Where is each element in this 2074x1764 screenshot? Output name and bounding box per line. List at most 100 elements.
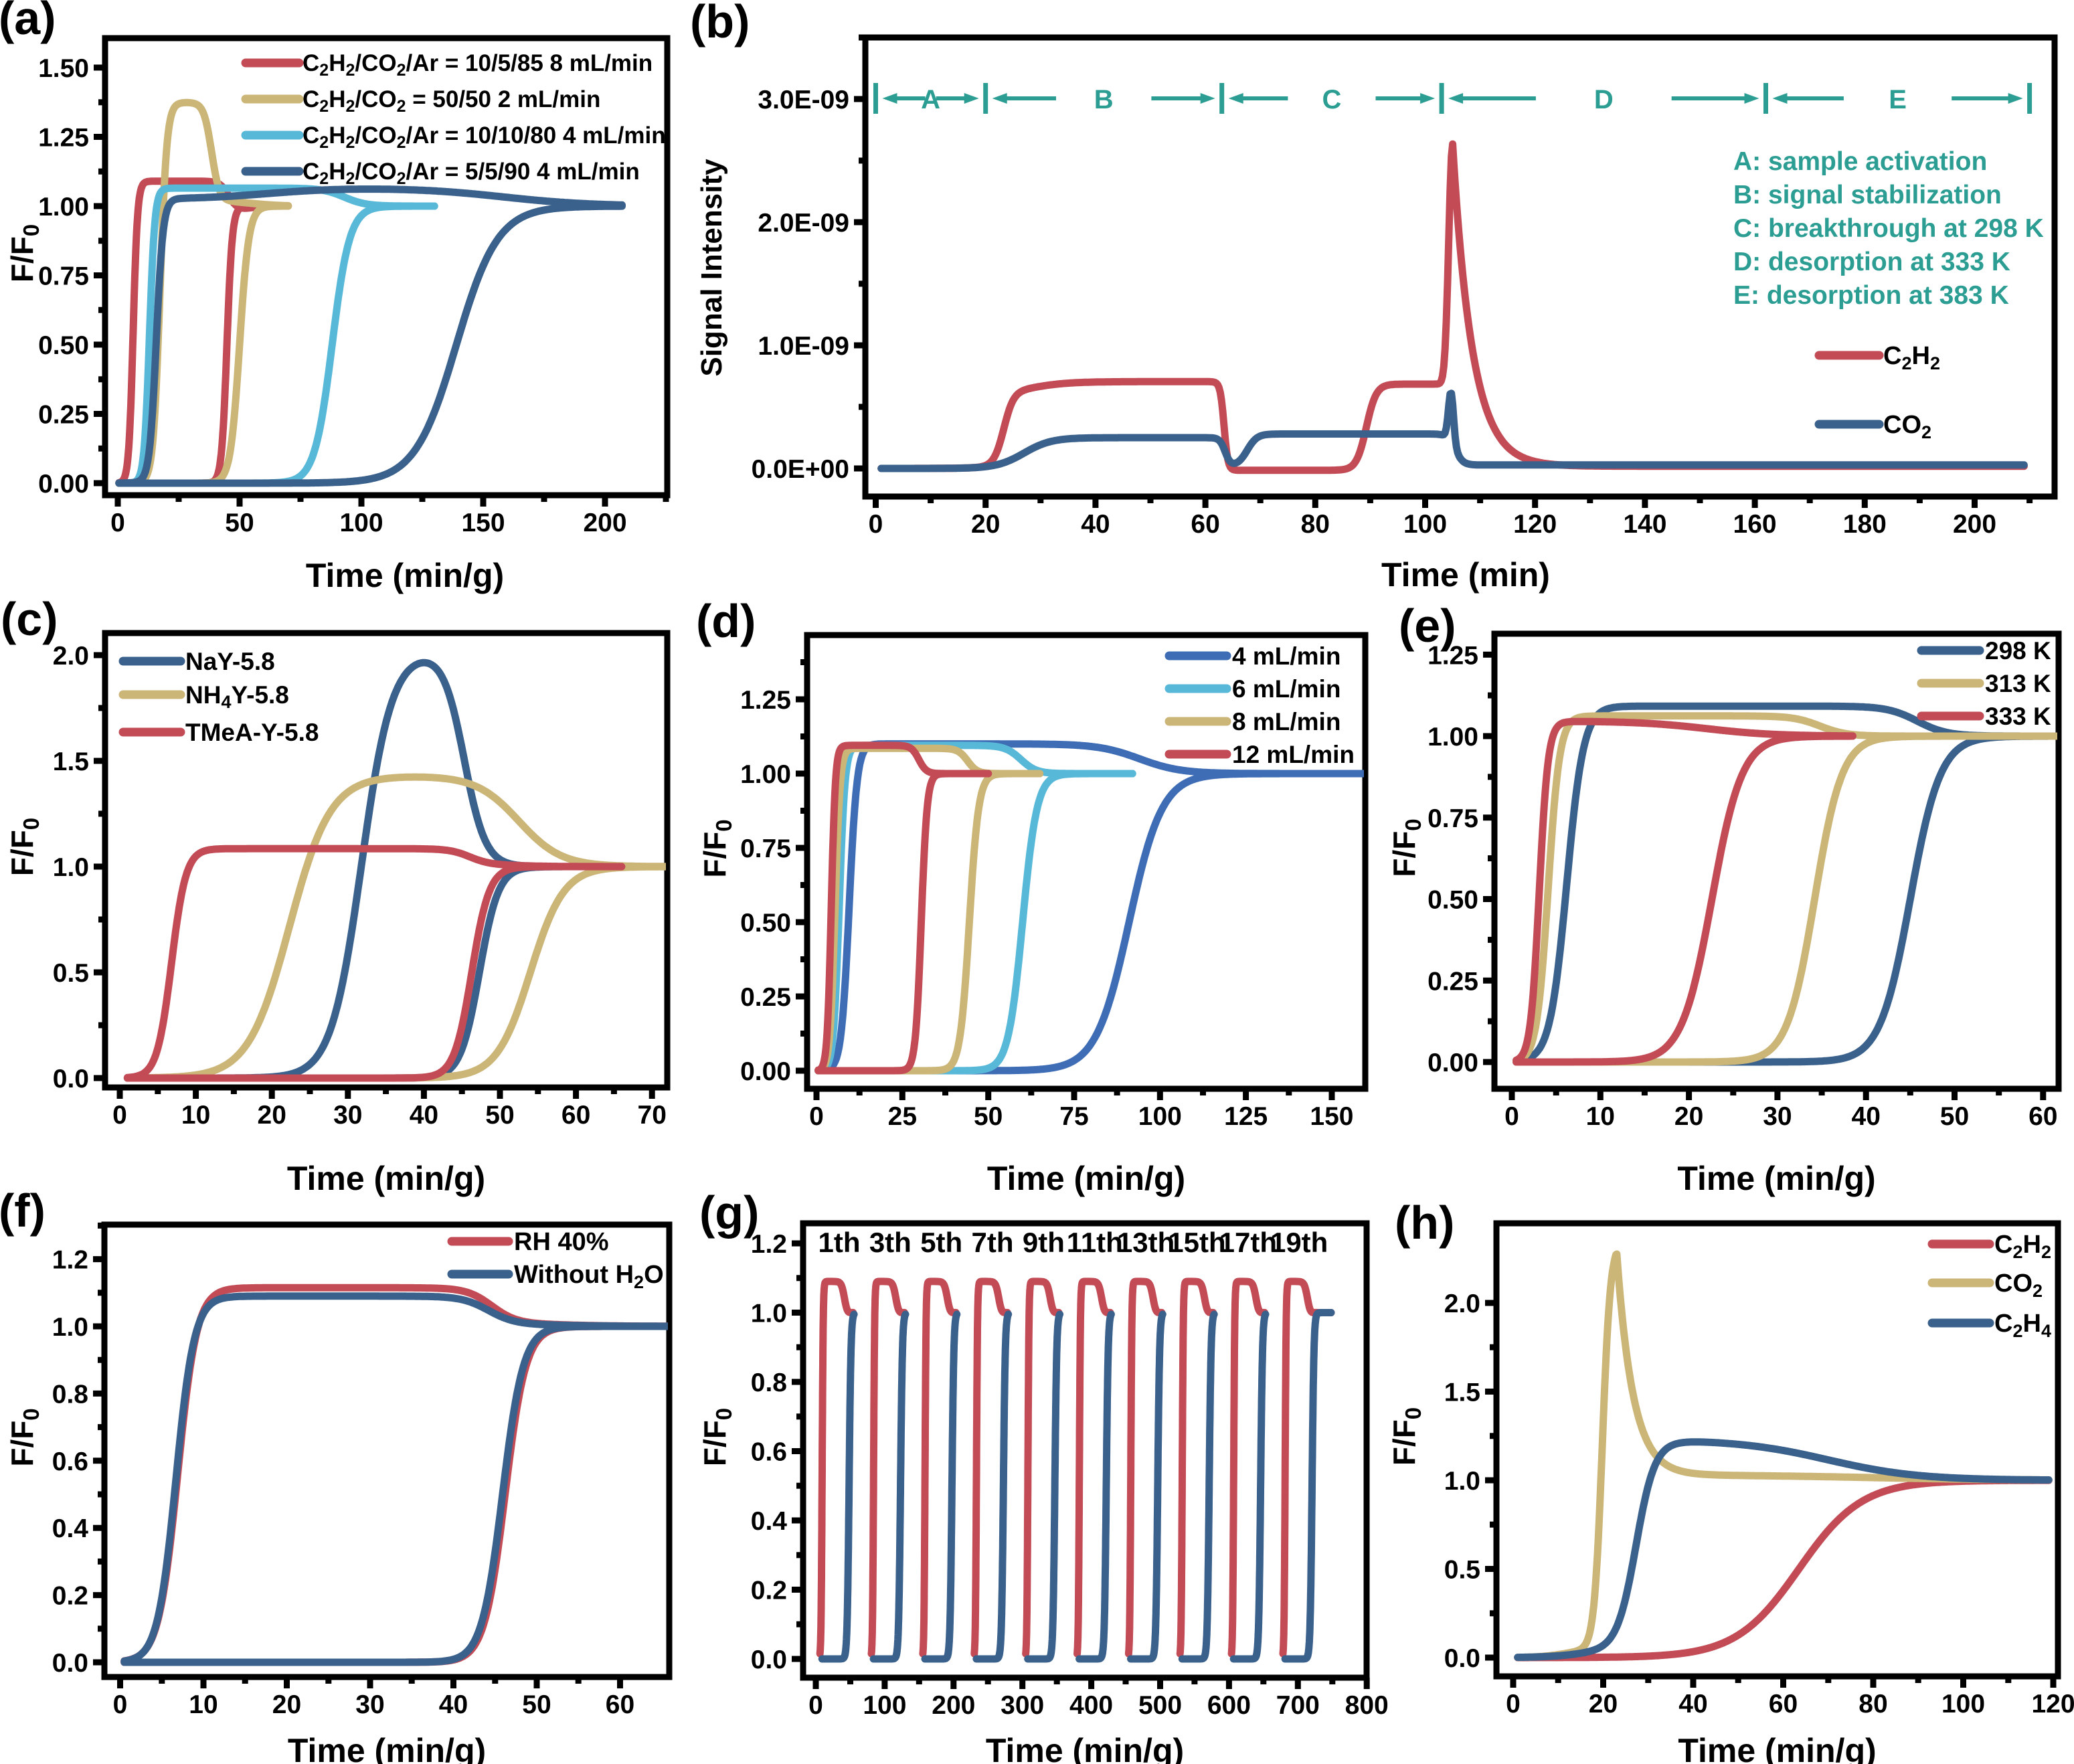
svg-text:B: B: [1094, 85, 1114, 114]
svg-text:30: 30: [333, 1101, 362, 1130]
svg-text:1.0: 1.0: [751, 1300, 787, 1328]
svg-text:0.00: 0.00: [1428, 1049, 1478, 1077]
svg-text:3th: 3th: [869, 1227, 912, 1258]
svg-text:12 mL/min: 12 mL/min: [1232, 741, 1355, 768]
svg-text:75: 75: [1059, 1102, 1088, 1131]
svg-text:200: 200: [932, 1691, 975, 1720]
svg-text:400: 400: [1069, 1691, 1113, 1720]
svg-text:100: 100: [1138, 1102, 1182, 1131]
svg-text:C2H2/CO2/Ar = 5/5/90 4 mL/min: C2H2/CO2/Ar = 5/5/90 4 mL/min: [303, 159, 640, 188]
svg-text:Time (min/g): Time (min/g): [1677, 1160, 1875, 1197]
svg-text:A: A: [921, 85, 940, 114]
svg-text:0.25: 0.25: [740, 983, 791, 1012]
svg-text:C2H2/CO2/Ar = 10/10/80 4 mL/mi: C2H2/CO2/Ar = 10/10/80 4 mL/min: [303, 122, 666, 152]
svg-text:1.25: 1.25: [740, 686, 791, 715]
svg-text:10: 10: [181, 1101, 210, 1130]
svg-text:20: 20: [258, 1101, 286, 1130]
svg-text:300: 300: [1001, 1691, 1044, 1720]
svg-text:150: 150: [1310, 1102, 1353, 1131]
svg-text:60: 60: [1769, 1690, 1798, 1718]
svg-text:E: E: [1889, 85, 1907, 114]
svg-text:F/F0: F/F0: [5, 1408, 44, 1466]
svg-text:125: 125: [1224, 1102, 1268, 1131]
svg-text:50: 50: [485, 1101, 514, 1130]
svg-text:180: 180: [1843, 510, 1887, 539]
svg-text:0.00: 0.00: [38, 470, 89, 499]
svg-text:20: 20: [1674, 1102, 1703, 1131]
svg-text:298 K: 298 K: [1985, 637, 2051, 665]
svg-text:60: 60: [606, 1690, 634, 1719]
svg-text:20: 20: [971, 510, 1000, 539]
svg-text:9th: 9th: [1023, 1227, 1065, 1258]
svg-text:A: sample activation: A: sample activation: [1733, 147, 1987, 176]
svg-text:13th: 13th: [1117, 1227, 1175, 1258]
svg-text:(a): (a): [0, 0, 56, 44]
svg-text:0.0: 0.0: [1444, 1644, 1480, 1673]
svg-text:25: 25: [888, 1102, 917, 1131]
svg-text:(f): (f): [0, 1184, 46, 1237]
svg-text:D: D: [1594, 85, 1614, 114]
svg-text:80: 80: [1859, 1690, 1887, 1718]
svg-text:0.2: 0.2: [751, 1577, 787, 1605]
svg-text:150: 150: [461, 509, 505, 537]
svg-text:0.8: 0.8: [52, 1380, 88, 1409]
svg-text:D: desorption at 333 K: D: desorption at 333 K: [1733, 248, 2010, 276]
svg-text:60: 60: [561, 1101, 590, 1130]
svg-text:6 mL/min: 6 mL/min: [1232, 675, 1341, 703]
svg-text:C: breakthrough at 298 K: C: breakthrough at 298 K: [1733, 214, 2044, 243]
svg-text:1.0E-09: 1.0E-09: [758, 332, 849, 361]
svg-text:0: 0: [112, 1101, 127, 1130]
svg-text:0: 0: [869, 510, 883, 539]
svg-text:(d): (d): [696, 595, 756, 647]
svg-text:F/F0: F/F0: [5, 818, 44, 876]
svg-text:Signal Intensity: Signal Intensity: [695, 159, 728, 377]
svg-text:0: 0: [808, 1691, 823, 1720]
svg-text:10: 10: [189, 1690, 218, 1719]
svg-text:10: 10: [1586, 1102, 1615, 1131]
svg-text:Time (min/g): Time (min/g): [306, 557, 504, 594]
svg-text:100: 100: [1941, 1690, 1985, 1718]
svg-text:1.25: 1.25: [1428, 641, 1478, 670]
svg-text:40: 40: [1852, 1102, 1881, 1131]
svg-text:50: 50: [225, 509, 254, 537]
svg-text:0.75: 0.75: [1428, 804, 1478, 833]
svg-text:100: 100: [863, 1691, 906, 1720]
svg-text:100: 100: [339, 509, 383, 537]
svg-text:200: 200: [1953, 510, 1996, 539]
svg-text:Time (min/g): Time (min/g): [987, 1160, 1185, 1197]
svg-text:Time (min/g): Time (min/g): [986, 1732, 1184, 1764]
svg-text:1.0: 1.0: [52, 1313, 88, 1342]
svg-text:120: 120: [2031, 1690, 2074, 1718]
svg-text:1.00: 1.00: [740, 760, 791, 789]
svg-text:0.00: 0.00: [740, 1057, 791, 1086]
svg-text:20: 20: [1589, 1690, 1618, 1718]
svg-text:200: 200: [583, 509, 626, 537]
svg-text:(b): (b): [690, 0, 750, 48]
svg-text:7th: 7th: [972, 1227, 1014, 1258]
svg-text:0: 0: [113, 1690, 128, 1719]
svg-text:0.0: 0.0: [52, 1649, 88, 1678]
svg-text:E: desorption at 383 K: E: desorption at 383 K: [1733, 281, 2009, 310]
svg-text:0: 0: [110, 509, 125, 537]
svg-text:(h): (h): [1395, 1197, 1454, 1249]
svg-text:50: 50: [1940, 1102, 1969, 1131]
svg-text:0.0: 0.0: [53, 1065, 89, 1093]
svg-text:Time (min): Time (min): [1381, 556, 1550, 594]
svg-text:4 mL/min: 4 mL/min: [1232, 642, 1341, 670]
svg-text:RH 40%: RH 40%: [514, 1228, 609, 1256]
svg-text:0.75: 0.75: [740, 834, 791, 863]
svg-text:5th: 5th: [920, 1227, 962, 1258]
svg-text:333 K: 333 K: [1985, 703, 2051, 730]
svg-text:700: 700: [1276, 1691, 1320, 1720]
svg-text:0.50: 0.50: [38, 331, 89, 360]
svg-text:19th: 19th: [1270, 1227, 1328, 1258]
svg-text:0.4: 0.4: [52, 1514, 89, 1543]
svg-text:(g): (g): [699, 1186, 759, 1239]
svg-text:0.8: 0.8: [751, 1369, 787, 1397]
svg-text:15th: 15th: [1168, 1227, 1225, 1258]
svg-text:0.25: 0.25: [38, 401, 89, 430]
svg-text:2.0: 2.0: [53, 642, 89, 671]
svg-text:TMeA-Y-5.8: TMeA-Y-5.8: [185, 719, 319, 746]
svg-text:1.2: 1.2: [751, 1230, 787, 1259]
svg-text:0.6: 0.6: [52, 1447, 88, 1476]
